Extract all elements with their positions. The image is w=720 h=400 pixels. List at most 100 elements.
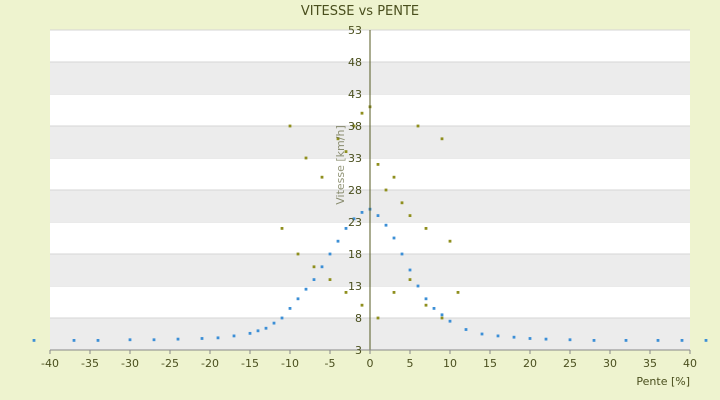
- y-tick-label: 3: [355, 344, 362, 357]
- data-point: [376, 214, 380, 217]
- data-point: [592, 339, 596, 342]
- x-tick-label: 40: [683, 357, 697, 370]
- data-point: [392, 236, 396, 240]
- data-point: [352, 217, 356, 221]
- x-tick-label: -10: [281, 357, 299, 370]
- y-tick-label: 43: [348, 88, 362, 101]
- data-point: [456, 291, 460, 294]
- data-point: [568, 338, 572, 342]
- data-point: [464, 328, 468, 331]
- data-point: [152, 338, 156, 342]
- y-tick-label: 53: [348, 24, 362, 37]
- y-tick-label: 38: [348, 120, 362, 133]
- data-point: [392, 175, 396, 179]
- y-tick-label: 33: [348, 152, 362, 165]
- data-point: [232, 334, 236, 338]
- x-axis-label: Pente [%]: [636, 375, 690, 388]
- data-point: [416, 284, 420, 288]
- data-point: [528, 337, 532, 340]
- data-point: [624, 339, 628, 342]
- y-tick-label: 13: [348, 280, 362, 293]
- data-point: [400, 252, 404, 256]
- data-point: [312, 265, 316, 269]
- data-point: [176, 337, 180, 341]
- x-tick-label: -25: [161, 357, 179, 370]
- data-points: [32, 105, 708, 342]
- x-tick-label: 15: [483, 357, 497, 370]
- data-point: [432, 307, 436, 310]
- data-point: [360, 111, 364, 115]
- data-point: [352, 124, 356, 128]
- x-tick-label: 20: [523, 357, 537, 370]
- data-point: [376, 316, 380, 320]
- data-point: [296, 297, 300, 301]
- data-point: [248, 331, 252, 335]
- data-point: [408, 268, 412, 272]
- data-point: [272, 321, 276, 325]
- data-point: [336, 239, 340, 243]
- data-point: [344, 227, 348, 230]
- x-tick-label: 5: [407, 357, 414, 370]
- x-tick-label: -30: [121, 357, 139, 370]
- data-point: [280, 227, 284, 230]
- data-point: [448, 239, 452, 243]
- data-point: [408, 214, 412, 217]
- data-point: [440, 137, 444, 141]
- data-point: [32, 339, 36, 342]
- data-point: [128, 338, 132, 342]
- y-tick-label: 23: [348, 216, 362, 229]
- x-tick-label: -35: [81, 357, 99, 370]
- data-point: [336, 137, 340, 141]
- data-point: [360, 303, 364, 307]
- data-point: [384, 188, 388, 192]
- data-point: [480, 332, 484, 336]
- data-point: [96, 339, 100, 342]
- x-tick-label: 30: [603, 357, 617, 370]
- data-point: [320, 265, 324, 269]
- x-tick-label: -20: [201, 357, 219, 370]
- data-point: [360, 211, 364, 214]
- data-point: [288, 124, 292, 128]
- data-point: [320, 175, 324, 179]
- data-point: [448, 319, 452, 323]
- data-point: [392, 291, 396, 294]
- data-point: [264, 326, 268, 330]
- y-tick-label: 28: [348, 184, 362, 197]
- data-point: [216, 336, 220, 340]
- x-tick-label: -40: [41, 357, 59, 370]
- data-point: [424, 303, 428, 307]
- data-point: [416, 124, 420, 128]
- data-point: [704, 339, 708, 342]
- data-point: [440, 313, 444, 317]
- x-tick-label: -15: [241, 357, 259, 370]
- data-point: [328, 278, 332, 281]
- y-axis-label: Vitesse [km/h]: [334, 125, 347, 205]
- data-point: [408, 278, 412, 281]
- data-point: [512, 335, 516, 339]
- data-point: [680, 339, 684, 342]
- data-point: [72, 339, 76, 342]
- data-point: [200, 337, 204, 340]
- data-point: [344, 291, 348, 294]
- data-point: [288, 307, 292, 310]
- data-point: [656, 339, 660, 342]
- data-point: [424, 227, 428, 230]
- data-point: [440, 316, 444, 320]
- data-point: [496, 334, 500, 338]
- y-tick-label: 8: [355, 312, 362, 325]
- data-point: [344, 150, 348, 153]
- data-point: [328, 252, 332, 256]
- data-point: [544, 337, 548, 341]
- x-tick-label: 35: [643, 357, 657, 370]
- data-point: [400, 201, 404, 205]
- x-tick-label: 25: [563, 357, 577, 370]
- data-point: [304, 156, 308, 160]
- y-tick-label: 18: [348, 248, 362, 261]
- data-point: [304, 287, 308, 291]
- data-point: [424, 297, 428, 301]
- data-point: [312, 278, 316, 281]
- y-tick-label: 48: [348, 56, 362, 69]
